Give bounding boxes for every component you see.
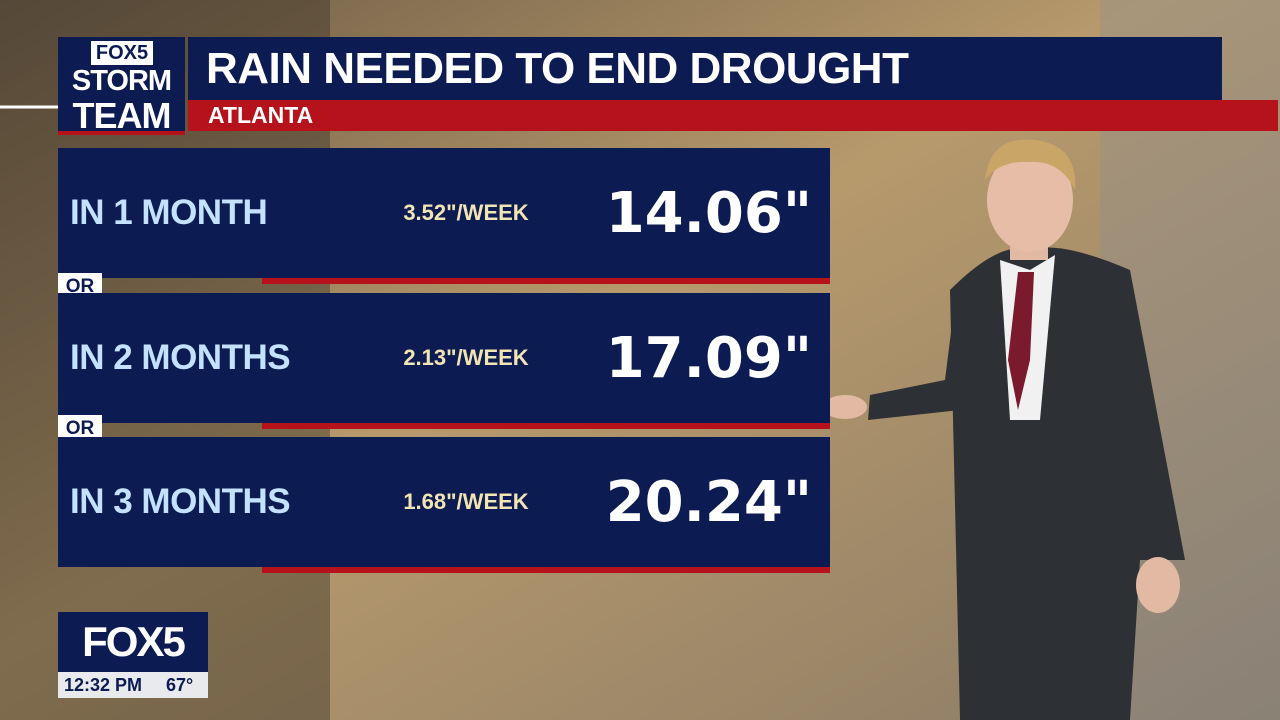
row-rate: 1.68"/WEEK xyxy=(403,489,529,514)
logo-stripe xyxy=(58,131,185,135)
row-label: IN 3 MONTHS xyxy=(70,482,291,521)
bug-brand: FOX5 xyxy=(82,618,186,665)
title-bar: RAIN NEEDED TO END DROUGHT xyxy=(188,37,1222,100)
row-underline xyxy=(262,278,830,284)
drought-row: IN 2 MONTHS 2.13"/WEEK 17.09" xyxy=(58,293,830,423)
row-rate: 2.13"/WEEK xyxy=(403,345,529,370)
row-label: IN 1 MONTH xyxy=(70,193,268,232)
storm-team-logo: FOX5 STORM TEAM xyxy=(58,37,185,136)
logo-line: STORM xyxy=(71,65,172,97)
subtitle-bar: ATLANTA xyxy=(188,100,1278,131)
row-underline xyxy=(262,567,830,573)
logo-line: TEAM xyxy=(72,95,172,136)
subtitle: ATLANTA xyxy=(208,102,314,128)
row-underline xyxy=(262,423,830,429)
drought-row: IN 3 MONTHS 1.68"/WEEK 20.24" xyxy=(58,437,830,567)
logo-brand: FOX5 xyxy=(91,41,153,65)
presenter xyxy=(823,139,1185,720)
row-rate: 3.52"/WEEK xyxy=(403,200,529,225)
drought-row: IN 1 MONTH 3.52"/WEEK 14.06" xyxy=(58,148,830,278)
station-bug: FOX5 xyxy=(58,612,208,672)
title: RAIN NEEDED TO END DROUGHT xyxy=(206,43,909,93)
row-total: 20.24" xyxy=(605,469,812,535)
clock: 12:32 PM xyxy=(64,674,143,695)
temperature: 67° xyxy=(166,674,194,695)
row-total: 17.09" xyxy=(605,325,812,391)
row-total: 14.06" xyxy=(605,180,812,246)
row-label: IN 2 MONTHS xyxy=(70,338,291,377)
time-temp-strip: 12:32 PM 67° xyxy=(58,672,208,698)
